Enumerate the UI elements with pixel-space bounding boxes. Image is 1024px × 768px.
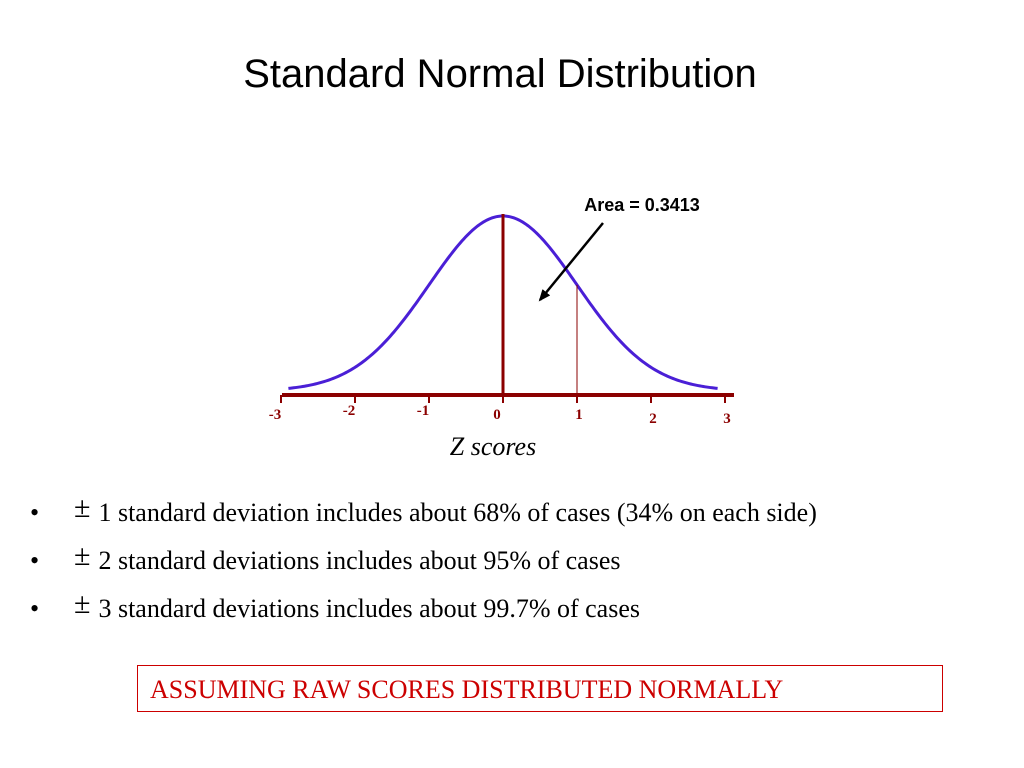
- bullet-text: 3 standard deviations includes about 99.…: [98, 594, 640, 623]
- bullet-item: • ±3 standard deviations includes about 9…: [30, 584, 1010, 632]
- bullet-text: 1 standard deviation includes about 68% …: [98, 498, 817, 527]
- bullet-marker: •: [30, 546, 40, 575]
- assumption-note: ASSUMING RAW SCORES DISTRIBUTED NORMALLY: [137, 665, 943, 712]
- bullet-list: • ±1 standard deviation includes about 68…: [30, 488, 1010, 632]
- bullet-text: 2 standard deviations includes about 95%…: [98, 546, 621, 575]
- plus-minus-symbol: ±: [74, 587, 91, 620]
- slide-title: Standard Normal Distribution: [243, 52, 757, 96]
- bullet-marker: •: [30, 498, 40, 527]
- x-tick-label: 1: [575, 407, 583, 423]
- plus-minus-symbol: ±: [74, 491, 91, 524]
- plus-minus-symbol: ±: [74, 539, 91, 572]
- normal-curve-chart: -3 -2 -1 0 1 2 3 Area = 0.3413 Z scores: [269, 195, 734, 461]
- x-tick-label: 3: [723, 411, 731, 427]
- x-tick-label: -1: [417, 403, 430, 419]
- x-tick-label: 0: [493, 407, 501, 423]
- annotation-arrow: [538, 222, 604, 302]
- x-tick-label: -2: [343, 403, 356, 419]
- x-axis-label: Z scores: [450, 432, 536, 461]
- x-tick-label: 2: [649, 411, 657, 427]
- bullet-item: • ±1 standard deviation includes about 68…: [30, 488, 1010, 536]
- area-annotation: Area = 0.3413: [584, 195, 700, 215]
- bullet-item: • ±2 standard deviations includes about 9…: [30, 536, 1010, 584]
- bullet-marker: •: [30, 594, 40, 623]
- x-tick-label: -3: [269, 407, 282, 423]
